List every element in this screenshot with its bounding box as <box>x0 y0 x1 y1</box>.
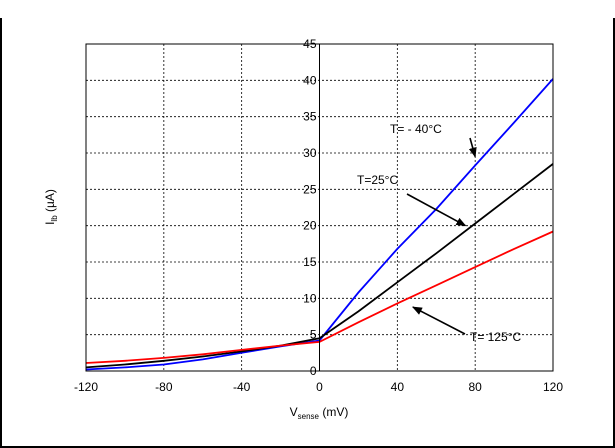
top-strip <box>0 0 615 18</box>
y-tick-label: 30 <box>303 146 317 160</box>
y-tick-label: 25 <box>303 182 317 196</box>
x-tick-label: -40 <box>233 380 251 394</box>
annotation-arrow <box>468 137 477 158</box>
y-tick-label: 20 <box>303 219 317 233</box>
y-tick-label: 35 <box>303 110 317 124</box>
y-tick-label: 15 <box>303 255 317 269</box>
x-axis-label: Vsense (mV) <box>290 405 349 421</box>
x-tick-label: 80 <box>468 380 482 394</box>
y-tick-label: 0 <box>310 364 317 378</box>
y-tick-label: 40 <box>303 73 317 87</box>
y-tick-label: 10 <box>303 291 317 305</box>
x-tick-label: -120 <box>74 380 98 394</box>
x-tick-label: 120 <box>543 380 563 394</box>
y-tick-label: 45 <box>303 37 317 51</box>
tick-labels: -120 -80 -40 0 40 80 120 0 5 10 15 20 25 30 35 40 45 <box>74 37 563 394</box>
annotation-label: T= - 40°C <box>390 122 442 136</box>
axes <box>85 43 554 372</box>
y-tick-label: 5 <box>310 328 317 342</box>
y-axis-label: Ilb (µA) <box>43 189 59 225</box>
annotation-label: T=25°C <box>357 173 398 187</box>
annotation-arrow <box>412 306 466 335</box>
x-tick-label: 40 <box>391 380 405 394</box>
x-tick-label: 0 <box>316 380 323 394</box>
annotations: T= - 40°C T=25°C T= 125°C <box>357 122 521 344</box>
annotation-label: T= 125°C <box>470 330 521 344</box>
x-tick-label: -80 <box>155 380 173 394</box>
annotation-arrow <box>406 193 467 227</box>
